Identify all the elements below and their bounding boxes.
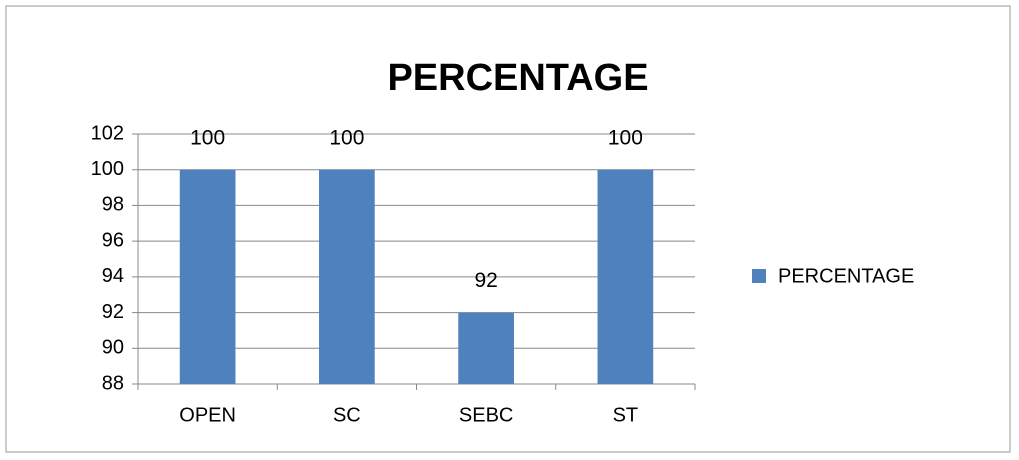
bar [458,312,514,384]
y-tick-label: 98 [102,194,124,216]
y-tick-label: 92 [102,301,124,323]
legend-swatch [752,269,766,283]
data-label: 100 [608,126,643,149]
y-tick-label: 88 [102,372,124,394]
data-label: 100 [329,126,364,149]
x-tick-label: OPEN [179,404,236,426]
chart-title: PERCENTAGE [387,57,648,99]
data-label: 100 [190,126,225,149]
y-tick-label: 100 [91,158,124,180]
data-label: 92 [474,269,497,292]
x-tick-label: SEBC [459,404,513,426]
y-tick-label: 96 [102,229,124,251]
x-tick-label: SC [333,404,361,426]
x-tick-label: ST [613,404,639,426]
y-tick-label: 90 [102,337,124,359]
bar [597,169,654,384]
y-tick-label: 94 [102,265,124,287]
legend-label: PERCENTAGE [778,265,914,287]
bar [319,169,375,384]
bar [179,169,236,384]
y-tick-label: 102 [91,122,124,144]
